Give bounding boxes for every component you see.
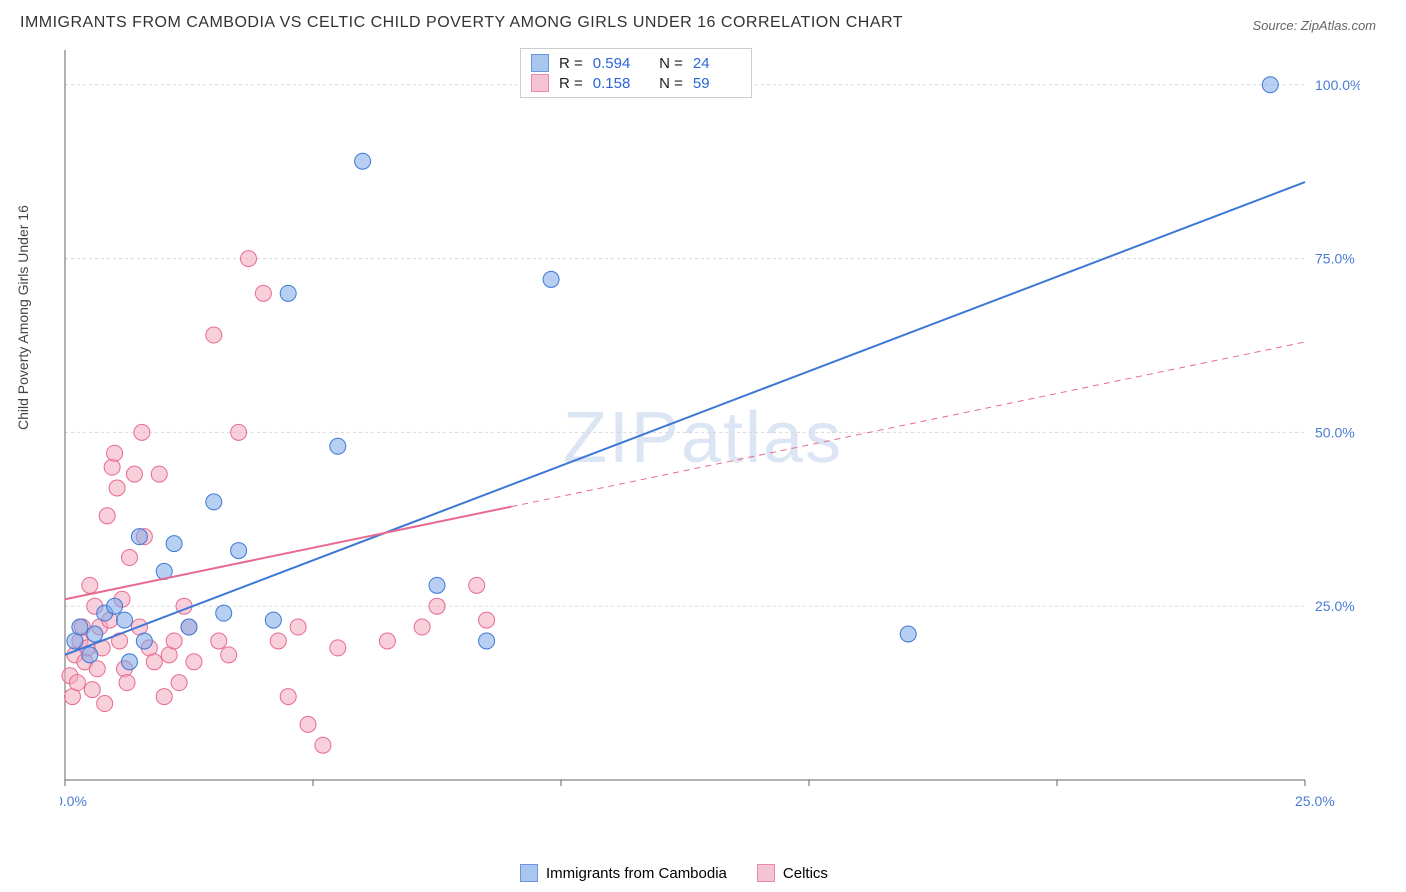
data-point (255, 285, 271, 301)
data-point (146, 654, 162, 670)
data-point (186, 654, 202, 670)
data-point (429, 598, 445, 614)
legend-item: Celtics (757, 864, 828, 882)
y-tick-label: 25.0% (1315, 598, 1355, 614)
correlation-stats-box: R = 0.594 N = 24R = 0.158 N = 59 (520, 48, 752, 98)
legend-label: Immigrants from Cambodia (546, 865, 727, 882)
data-point (151, 466, 167, 482)
data-point (414, 619, 430, 635)
legend-label: Celtics (783, 865, 828, 882)
n-value: 24 (693, 55, 741, 72)
data-point (241, 251, 257, 267)
data-point (429, 577, 445, 593)
r-label: R = (559, 55, 583, 72)
data-point (87, 626, 103, 642)
data-point (479, 633, 495, 649)
data-point (82, 647, 98, 663)
data-point (109, 480, 125, 496)
data-point (89, 661, 105, 677)
data-point (1262, 77, 1278, 93)
data-point (84, 682, 100, 698)
data-point (469, 577, 485, 593)
y-tick-label: 100.0% (1315, 77, 1360, 93)
y-axis-label: Child Poverty Among Girls Under 16 (15, 205, 31, 430)
data-point (99, 508, 115, 524)
data-point (900, 626, 916, 642)
n-value: 59 (693, 75, 741, 92)
x-tick-label: 25.0% (1295, 793, 1335, 809)
data-point (166, 536, 182, 552)
data-point (221, 647, 237, 663)
n-label: N = (651, 75, 683, 92)
data-point (136, 633, 152, 649)
data-point (82, 577, 98, 593)
stats-row: R = 0.158 N = 59 (531, 73, 741, 93)
data-point (231, 424, 247, 440)
data-point (330, 438, 346, 454)
r-label: R = (559, 75, 583, 92)
data-point (270, 633, 286, 649)
data-point (181, 619, 197, 635)
data-point (166, 633, 182, 649)
data-point (126, 466, 142, 482)
data-point (280, 285, 296, 301)
data-point (290, 619, 306, 635)
r-value: 0.158 (593, 75, 641, 92)
data-point (156, 689, 172, 705)
x-tick-label: 0.0% (60, 793, 87, 809)
data-point (211, 633, 227, 649)
series-swatch (757, 864, 775, 882)
data-point (131, 529, 147, 545)
data-point (206, 494, 222, 510)
data-point (216, 605, 232, 621)
chart-title: IMMIGRANTS FROM CAMBODIA VS CELTIC CHILD… (20, 14, 903, 32)
data-point (355, 153, 371, 169)
scatter-chart-svg: 25.0% 50.0% 75.0% 100.0% 0.0% 25.0% (60, 45, 1360, 815)
data-point (119, 675, 135, 691)
data-point (280, 689, 296, 705)
data-point (379, 633, 395, 649)
data-point (330, 640, 346, 656)
data-point (479, 612, 495, 628)
data-point (107, 445, 123, 461)
data-point (69, 675, 85, 691)
source-attribution: Source: ZipAtlas.com (1252, 18, 1376, 33)
data-point (107, 598, 123, 614)
data-point (117, 612, 133, 628)
y-tick-label: 75.0% (1315, 251, 1355, 267)
stats-row: R = 0.594 N = 24 (531, 53, 741, 73)
series-swatch (531, 74, 549, 92)
data-point (300, 716, 316, 732)
n-label: N = (651, 55, 683, 72)
data-point (134, 424, 150, 440)
data-point (97, 696, 113, 712)
y-tick-label: 50.0% (1315, 424, 1355, 440)
data-point (121, 550, 137, 566)
data-point (231, 543, 247, 559)
chart-plot-area: 25.0% 50.0% 75.0% 100.0% 0.0% 25.0% (60, 45, 1360, 815)
data-point (206, 327, 222, 343)
data-point (72, 619, 88, 635)
data-point (315, 737, 331, 753)
regression-line-extrapolated (511, 342, 1305, 507)
series-legend: Immigrants from Cambodia Celtics (520, 864, 828, 882)
data-point (265, 612, 281, 628)
series-swatch (531, 54, 549, 72)
r-value: 0.594 (593, 55, 641, 72)
legend-item: Immigrants from Cambodia (520, 864, 727, 882)
series-swatch (520, 864, 538, 882)
data-point (543, 271, 559, 287)
data-point (121, 654, 137, 670)
data-point (104, 459, 120, 475)
data-point (171, 675, 187, 691)
